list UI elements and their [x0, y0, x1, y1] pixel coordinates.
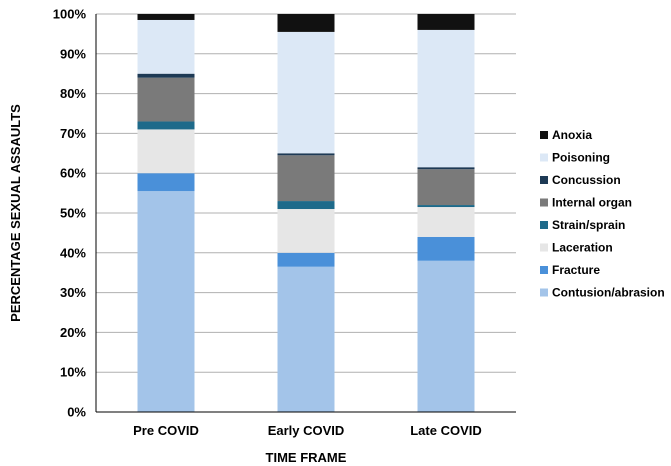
- bar-segment-strain-sprain: [277, 201, 335, 210]
- y-tick-label: 50%: [60, 206, 86, 221]
- bar-segment-internal-organ: [137, 77, 195, 122]
- bar-segment-concussion: [417, 167, 475, 170]
- legend-label: Strain/sprain: [552, 218, 625, 232]
- y-tick-label: 30%: [60, 285, 86, 300]
- x-tick-label: Late COVID: [410, 423, 482, 438]
- y-tick-label: 70%: [60, 126, 86, 141]
- bar-segment-poisoning: [277, 31, 335, 154]
- legend-swatch: [540, 153, 548, 162]
- bar-segment-contusion-abrasion: [417, 260, 475, 412]
- bar-segment-fracture: [277, 252, 335, 267]
- y-tick-label: 100%: [53, 7, 87, 22]
- bar-segment-anoxia: [417, 14, 475, 30]
- y-tick-label: 0%: [67, 405, 86, 420]
- y-axis-title: PERCENTAGE SEXUAL ASSAULTS: [8, 104, 23, 322]
- x-tick-label: Pre COVID: [133, 423, 199, 438]
- y-tick-label: 60%: [60, 166, 86, 181]
- bar-segment-strain-sprain: [137, 121, 195, 130]
- legend-label: Poisoning: [552, 151, 610, 165]
- bar-segment-anoxia: [137, 14, 195, 20]
- bar-segment-poisoning: [417, 29, 475, 168]
- legend-label: Fracture: [552, 263, 600, 277]
- y-tick-label: 40%: [60, 245, 86, 260]
- y-tick-label: 20%: [60, 325, 86, 340]
- bar-segment-fracture: [137, 173, 195, 192]
- y-tick-label: 10%: [60, 365, 86, 380]
- legend-swatch: [540, 198, 548, 207]
- x-axis-title: TIME FRAME: [266, 450, 347, 465]
- bar-segment-contusion-abrasion: [137, 191, 195, 412]
- bar-segment-internal-organ: [417, 169, 475, 206]
- x-tick-labels: Pre COVID Early COVID Late COVID: [133, 423, 482, 438]
- y-tick-label: 90%: [60, 46, 86, 61]
- legend-label: Laceration: [552, 241, 613, 255]
- bar-segment-contusion-abrasion: [277, 266, 335, 412]
- legend-swatch: [540, 131, 548, 139]
- bar-segment-fracture: [417, 236, 475, 261]
- bar-segment-concussion: [137, 73, 195, 78]
- bars-group: [137, 14, 475, 412]
- legend-swatch: [540, 176, 548, 184]
- legend-swatch: [540, 221, 548, 229]
- legend-label: Contusion/abrasion: [552, 286, 665, 300]
- legend-label: Anoxia: [552, 128, 592, 142]
- legend-label: Concussion: [552, 173, 621, 187]
- bar-segment-strain-sprain: [417, 205, 475, 208]
- bar-segment-poisoning: [137, 19, 195, 74]
- legend-swatch: [540, 243, 548, 252]
- bar-segment-laceration: [417, 207, 475, 237]
- bar-segment-internal-organ: [277, 155, 335, 202]
- y-tick-labels: 0% 10% 20% 30% 40% 50% 60% 70% 80% 90% 100%: [53, 7, 87, 420]
- bar-segment-anoxia: [277, 14, 335, 32]
- bar-segment-laceration: [277, 209, 335, 253]
- legend-label: Internal organ: [552, 196, 632, 210]
- y-tick-label: 80%: [60, 86, 86, 101]
- bar-segment-concussion: [277, 153, 335, 156]
- legend-swatch: [540, 288, 548, 297]
- x-tick-label: Early COVID: [268, 423, 345, 438]
- bar-segment-laceration: [137, 129, 195, 174]
- legend-swatch: [540, 266, 548, 274]
- legend: Anoxia Poisoning Concussion Internal organ S…: [540, 128, 665, 300]
